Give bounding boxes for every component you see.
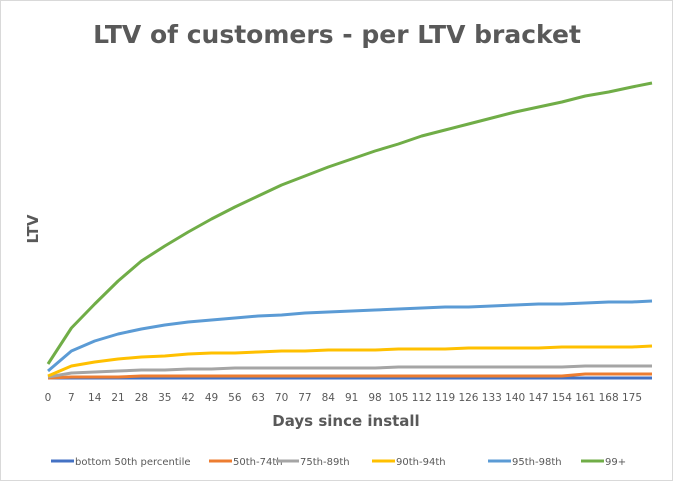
series-line-5 (46, 81, 653, 365)
legend-label: 99+ (605, 457, 626, 468)
legend-item: 90th-94th (372, 457, 446, 468)
legend-item: bottom 50th percentile (51, 457, 191, 468)
series-line-3 (47, 344, 653, 378)
x-tick-label: 140 (505, 392, 525, 404)
legend-label: 75th-89th (300, 457, 350, 468)
x-tick-label: 168 (599, 392, 619, 404)
x-tick-label: 56 (228, 392, 242, 404)
legend-label: 50th-74th (233, 457, 283, 468)
series-line-1 (47, 372, 652, 380)
x-tick-label: 7 (68, 392, 75, 404)
x-tick-label: 91 (345, 392, 358, 404)
x-tick-label: 105 (388, 392, 408, 404)
x-tick-label: 0 (45, 392, 52, 404)
x-tick-label: 21 (111, 392, 124, 404)
x-tick-label: 119 (435, 392, 455, 404)
y-axis-label: LTV (24, 214, 42, 243)
x-tick-label: 42 (181, 392, 194, 404)
x-tick-label: 49 (205, 392, 218, 404)
legend-item: 75th-89th (276, 457, 350, 468)
series-line-4 (47, 299, 653, 373)
x-tick-label: 147 (529, 392, 549, 404)
legend-item: 50th-74th (209, 457, 283, 468)
x-tick-label: 77 (298, 392, 311, 404)
chart-title: LTV of customers - per LTV bracket (93, 20, 581, 49)
x-tick-label: 175 (622, 392, 642, 404)
x-tick-label: 98 (368, 392, 381, 404)
x-axis-label: Days since install (272, 412, 419, 430)
series-line-2 (47, 364, 652, 379)
x-tick-label: 133 (482, 392, 502, 404)
legend-label: 90th-94th (396, 457, 446, 468)
x-tick-label: 28 (135, 392, 148, 404)
x-tick-label: 112 (412, 392, 432, 404)
x-tick-label: 35 (158, 392, 171, 404)
x-tick-label: 126 (458, 392, 478, 404)
legend-label: bottom 50th percentile (75, 457, 191, 468)
x-tick-label: 154 (552, 392, 572, 404)
x-tick-label: 84 (322, 392, 336, 404)
legend-item: 99+ (581, 457, 626, 468)
x-tick-label: 63 (252, 392, 265, 404)
x-tick-label: 14 (88, 392, 102, 404)
legend-label: 95th-98th (512, 457, 562, 468)
x-tick-label: 161 (575, 392, 595, 404)
legend-item: 95th-98th (488, 457, 562, 468)
x-tick-label: 70 (275, 392, 288, 404)
